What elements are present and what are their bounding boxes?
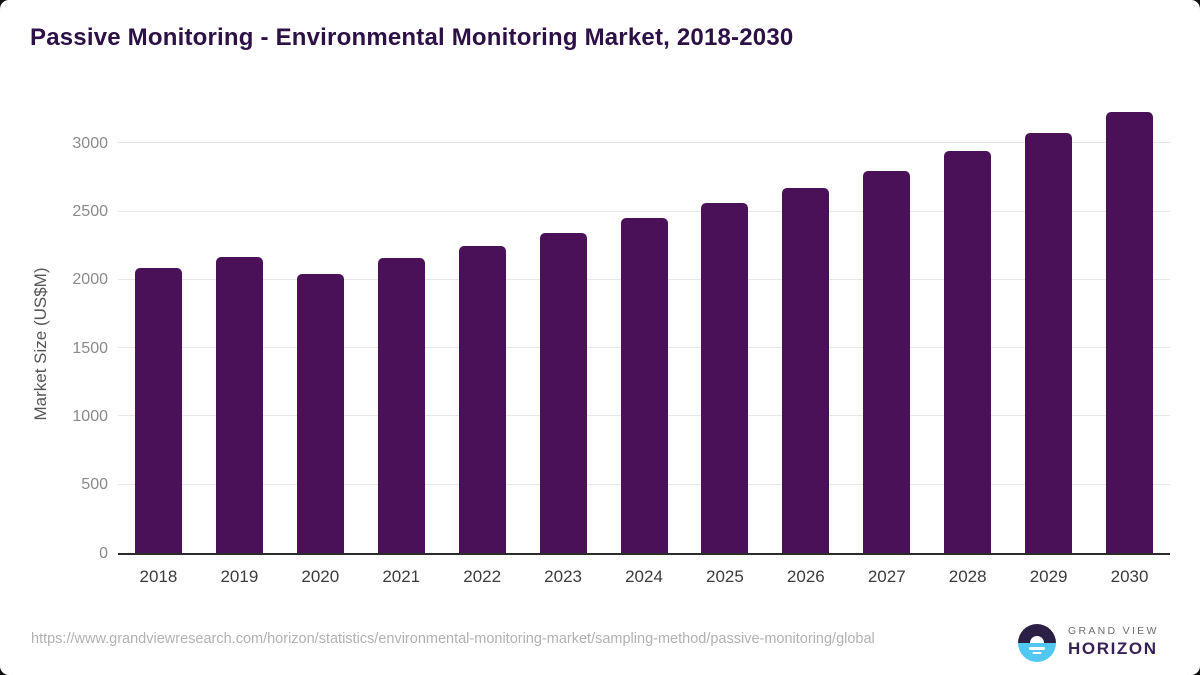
x-tick-label-2027: 2027	[867, 567, 906, 586]
x-tick-label-2029: 2029	[1029, 567, 1068, 586]
brand-text: GRAND VIEW HORIZON	[1068, 625, 1159, 658]
x-tick-label-2019: 2019	[220, 567, 259, 586]
bar-2025	[701, 203, 749, 553]
gridline-2500	[118, 210, 1170, 212]
bar-2024	[620, 217, 668, 553]
bar-2029	[1025, 132, 1073, 553]
bar-2019	[215, 256, 263, 553]
brand-name-top: GRAND VIEW	[1068, 625, 1159, 637]
bar-2027	[863, 170, 911, 553]
y-tick-label-2000: 2000	[72, 271, 108, 289]
y-tick-label-1500: 1500	[72, 339, 108, 357]
chart-title: Passive Monitoring - Environmental Monit…	[30, 24, 794, 51]
source-url: https://www.grandviewresearch.com/horizo…	[31, 631, 875, 647]
x-tick-label-2026: 2026	[786, 567, 825, 586]
logo-reflection-line-1	[1029, 647, 1045, 650]
y-tick-label-500: 500	[81, 476, 108, 494]
gridline-3000	[118, 142, 1170, 144]
y-tick-label-2500: 2500	[72, 203, 108, 220]
x-tick-label-2020: 2020	[301, 567, 340, 586]
y-tick-label-1000: 1000	[72, 407, 108, 425]
bar-2020	[296, 273, 344, 553]
x-tick-label-2024: 2024	[625, 567, 663, 586]
brand-logo: GRAND VIEW HORIZON	[1018, 624, 1178, 664]
bar-2021	[377, 257, 425, 553]
bar-2028	[944, 151, 992, 553]
x-tick-label-2025: 2025	[706, 567, 744, 586]
y-tick-label-3000: 3000	[72, 134, 108, 152]
horizon-logo-icon	[1018, 624, 1056, 662]
x-tick-label-2021: 2021	[382, 567, 421, 586]
x-tick-label-2030: 2030	[1110, 567, 1149, 586]
x-axis-tick-labels: 2018 2019 2020 2021 2022 2023 2024 2025 2026 2027…	[118, 567, 1170, 589]
plot-area	[118, 100, 1170, 555]
x-tick-label-2018: 2018	[139, 567, 178, 586]
y-axis-tick-labels: 0 500 1000 1500 2000 2500 3000	[0, 0, 108, 675]
bar-2022	[458, 245, 506, 553]
x-tick-label-2023: 2023	[544, 567, 582, 586]
logo-reflection-line-2	[1032, 651, 1042, 654]
bar-2023	[539, 232, 587, 553]
bar-2018	[134, 267, 182, 553]
x-tick-label-2022: 2022	[463, 567, 502, 586]
brand-name-bottom: HORIZON	[1068, 639, 1158, 658]
x-tick-label-2028: 2028	[948, 567, 987, 586]
logo-sun-dome	[1030, 636, 1044, 643]
bar-2026	[782, 187, 830, 553]
bar-2030	[1106, 111, 1154, 553]
y-tick-label-0: 0	[99, 544, 108, 562]
